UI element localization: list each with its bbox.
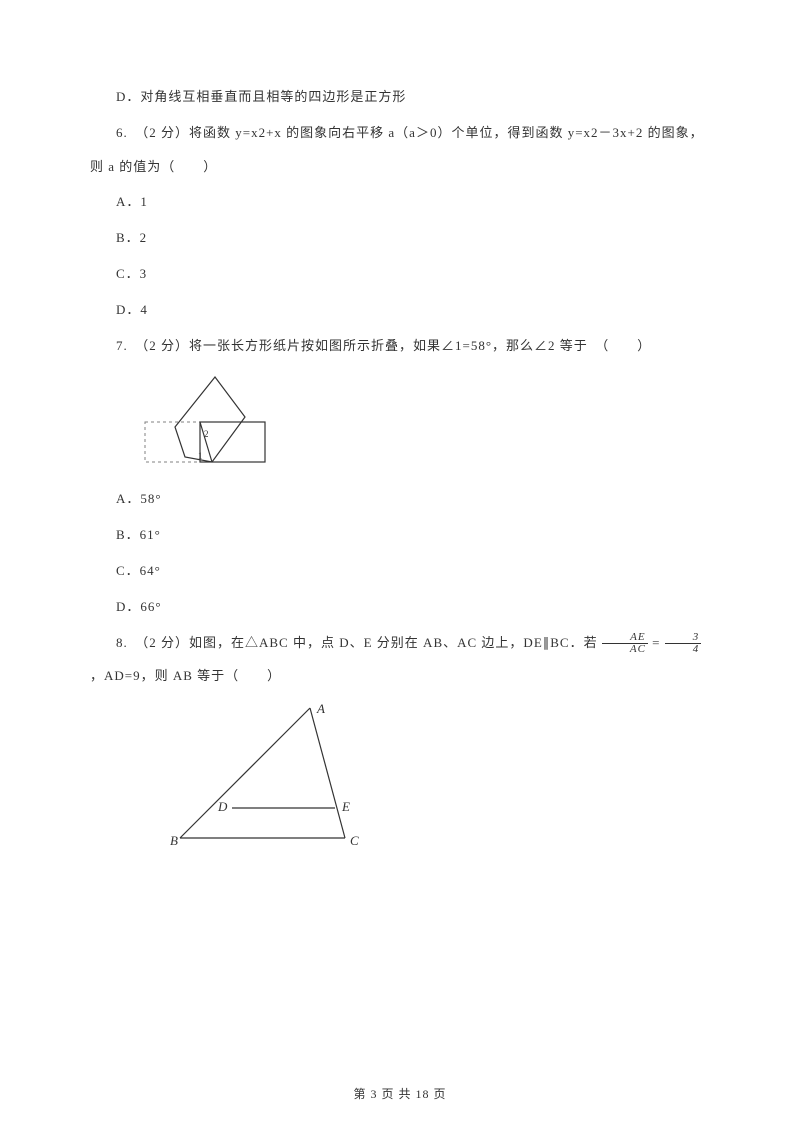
q7-rect-dashed (145, 422, 265, 462)
q7-fold-polygon (175, 377, 245, 462)
q8-stem: 8. （2 分）如图，在△ABC 中，点 D、E 分别在 AB、AC 边上，DE… (90, 626, 710, 694)
q8-stem-pre: 8. （2 分）如图，在△ABC 中，点 D、E 分别在 AB、AC 边上，DE… (116, 635, 602, 650)
q8-frac1-den: AC (602, 644, 648, 655)
q8-eq: = (652, 635, 665, 650)
q6-stem: 6. （2 分）将函数 y=x2+x 的图象向右平移 a（a＞0）个单位，得到函… (90, 116, 710, 184)
q8-figure: A B C D E (170, 703, 710, 853)
page-content: D．对角线互相垂直而且相等的四边形是正方形 6. （2 分）将函数 y=x2+x… (0, 0, 800, 903)
q6-option-c: C．3 (90, 257, 710, 291)
q7-label-2: 2 (204, 429, 209, 439)
page-footer: 第 3 页 共 18 页 (0, 1085, 800, 1102)
q8-label-d: D (217, 799, 228, 814)
q7-label-1: 1 (198, 451, 203, 461)
q8-line-ab (180, 708, 310, 838)
q8-frac2: 3 4 (665, 632, 702, 655)
prev-option-d: D．对角线互相垂直而且相等的四边形是正方形 (90, 80, 710, 114)
q7-option-b: B．61° (90, 518, 710, 552)
q7-option-a: A．58° (90, 482, 710, 516)
q8-line-ac (310, 708, 345, 838)
q8-frac1: AE AC (602, 632, 648, 655)
q7-option-d: D．66° (90, 590, 710, 624)
q6-option-d: D．4 (90, 293, 710, 327)
q7-option-c: C．64° (90, 554, 710, 588)
q6-option-a: A．1 (90, 185, 710, 219)
q8-label-b: B (170, 833, 178, 848)
q8-frac2-den: 4 (665, 644, 702, 655)
q8-label-e: E (341, 799, 350, 814)
q7-stem: 7. （2 分）将一张长方形纸片按如图所示折叠，如果∠1=58°，那么∠2 等于… (90, 329, 710, 363)
q8-svg: A B C D E (170, 703, 370, 853)
q8-label-a: A (316, 703, 325, 716)
q6-option-b: B．2 (90, 221, 710, 255)
q7-svg: 2 1 (140, 372, 280, 472)
q8-stem-post: ，AD=9，则 AB 等于（ ） (90, 668, 281, 683)
q8-label-c: C (350, 833, 359, 848)
q7-figure: 2 1 (140, 372, 710, 472)
